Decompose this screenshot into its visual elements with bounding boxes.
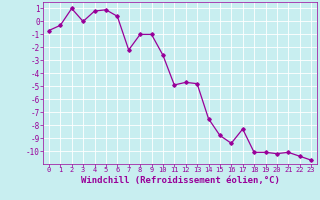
- X-axis label: Windchill (Refroidissement éolien,°C): Windchill (Refroidissement éolien,°C): [81, 176, 279, 185]
